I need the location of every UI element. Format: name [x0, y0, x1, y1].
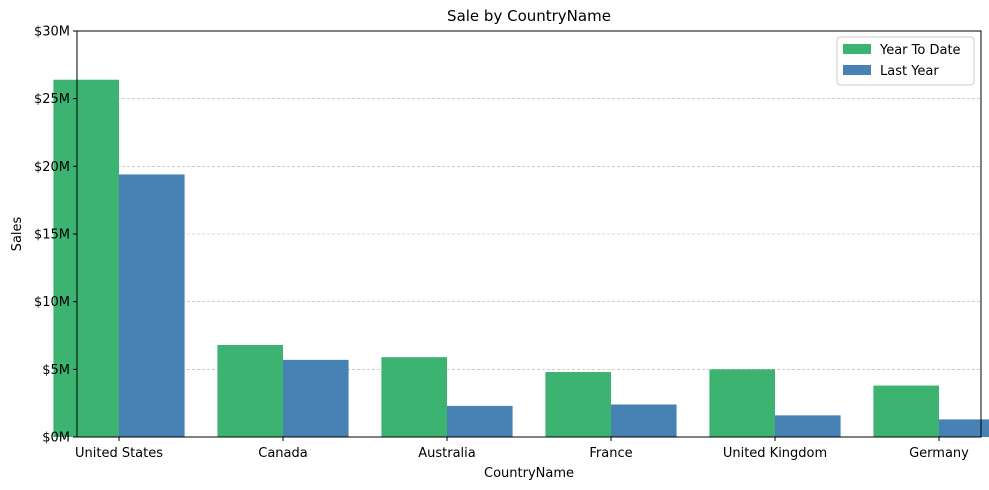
y-tick-label: $25M	[34, 92, 70, 107]
y-tick-label: $10M	[34, 295, 70, 310]
gridlines	[77, 98, 981, 370]
bar-last-year	[447, 405, 513, 437]
bar-year-to-date	[709, 369, 775, 437]
y-tick-label: $5M	[42, 363, 70, 378]
y-axis: $0M $5M $10M $15M $20M $25M $30M	[34, 25, 77, 446]
x-tick-label: Germany	[909, 446, 969, 461]
legend: Year To Date Last Year	[836, 36, 975, 86]
x-tick-label: United Kingdom	[723, 446, 827, 461]
bar-last-year	[119, 174, 185, 437]
legend-label: Last Year	[880, 64, 939, 79]
chart-title: Sale by CountryName	[447, 7, 611, 25]
bar-year-to-date	[53, 79, 119, 437]
x-axis-label: CountryName	[484, 466, 574, 481]
y-tick-label: $0M	[42, 431, 70, 446]
legend-box	[836, 36, 975, 86]
x-tick-label: Canada	[258, 446, 307, 461]
x-tick-label: France	[589, 446, 632, 461]
bar-last-year	[939, 419, 989, 437]
bars	[53, 79, 989, 437]
bar-last-year	[775, 415, 841, 437]
bar-year-to-date	[545, 372, 611, 437]
y-axis-label: Sales	[10, 216, 25, 251]
legend-swatch	[843, 65, 871, 75]
y-tick-label: $30M	[34, 25, 70, 40]
bar-year-to-date	[381, 357, 447, 437]
bar-year-to-date	[873, 385, 939, 437]
y-tick-label: $20M	[34, 160, 70, 175]
y-tick-label: $15M	[34, 228, 70, 243]
legend-label: Year To Date	[879, 43, 961, 58]
x-axis: United States Canada Australia France United…	[75, 437, 969, 461]
bar-year-to-date	[217, 344, 283, 437]
legend-swatch	[843, 44, 871, 54]
x-tick-label: United States	[75, 446, 163, 461]
bar-last-year	[611, 404, 677, 437]
x-tick-label: Australia	[418, 446, 476, 461]
bar-last-year	[283, 359, 349, 437]
